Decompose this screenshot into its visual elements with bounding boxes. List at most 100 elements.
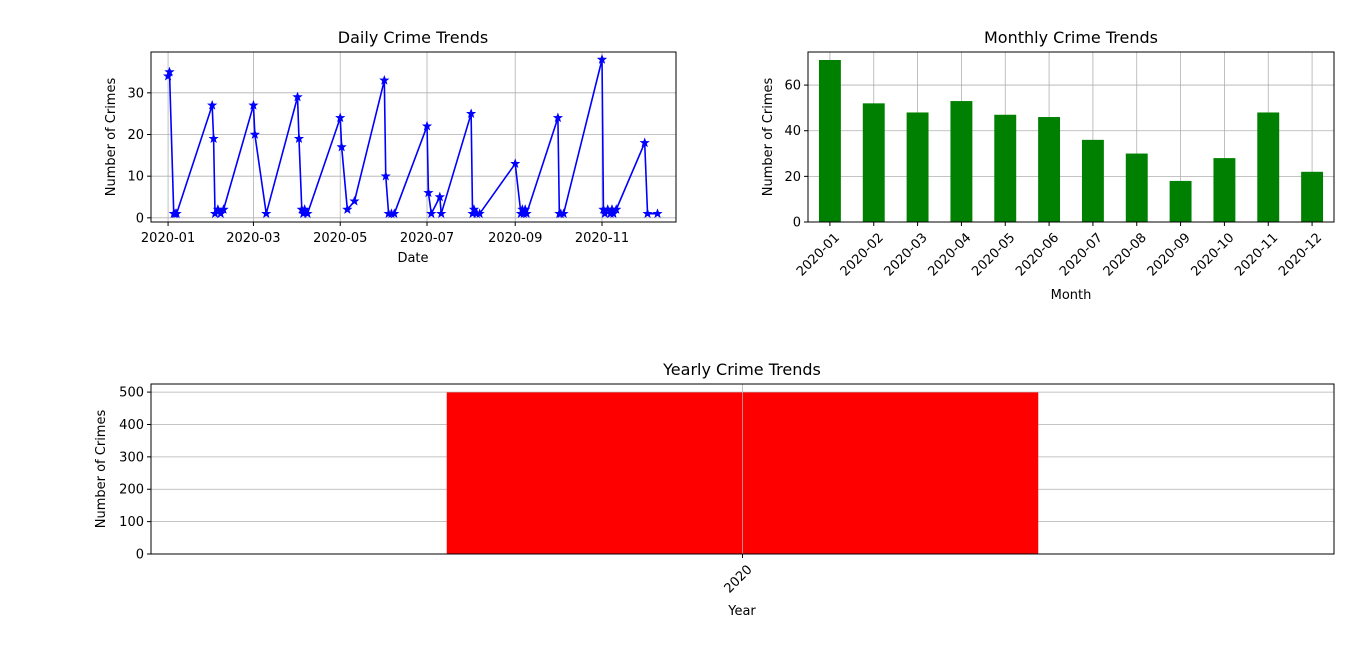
yearly-x-axis-label: Year [727,604,756,619]
monthly-chart-title: Monthly Crime Trends [984,28,1158,47]
daily-x-tick-label: 2020-07 [400,231,454,246]
daily-data-point [521,208,532,219]
yearly-chart: Yearly Crime Trends 0 100 200 300 400 500 2020… [94,360,1335,619]
daily-chart-title: Daily Crime Trends [338,28,488,47]
daily-y-tick-label: 20 [127,128,144,143]
daily-data-point [558,208,569,219]
daily-data-point [207,99,218,110]
monthly-x-tick-label: 2020-12 [1276,230,1325,279]
daily-data-point [421,120,433,131]
daily-data-point [261,208,272,219]
yearly-bars [446,384,1039,554]
monthly-bar [1213,158,1236,222]
daily-y-tick-label: 0 [136,211,144,226]
daily-data-point [342,204,353,214]
daily-x-tick-label: 2020-11 [575,231,629,246]
daily-data-point [379,74,390,85]
monthly-bar [1038,117,1061,222]
monthly-x-tick-label: 2020-10 [1188,230,1237,279]
daily-data-point [248,99,259,110]
yearly-y-tick-label: 400 [119,418,144,433]
monthly-bar [1125,153,1148,222]
daily-chart: Daily Crime Trends 2020-01 2020-03 2020-05… [104,28,677,266]
daily-data-point [434,191,445,202]
daily-data-point [293,133,305,144]
daily-x-tick-label: 2020-09 [488,231,542,246]
monthly-bar [1081,139,1104,222]
daily-data-point [611,204,622,214]
daily-data-point [389,208,400,219]
monthly-x-tick-label: 2020-03 [882,230,931,279]
daily-data-point [349,195,360,206]
monthly-bar [950,101,973,222]
daily-data-point [639,137,650,148]
daily-data-point [249,129,260,139]
yearly-y-tick-label: 300 [119,450,144,465]
monthly-gridlines [808,52,1334,223]
daily-data-point [642,208,653,219]
monthly-x-tick-label: 2020-11 [1232,230,1281,279]
monthly-bar [1257,112,1280,222]
daily-x-axis-label: Date [397,251,428,266]
monthly-x-tick-label: 2020-06 [1013,230,1062,279]
daily-data-point [520,204,531,214]
daily-data-point [423,187,434,198]
daily-data-point [299,204,310,214]
daily-data-point [510,158,521,169]
daily-data-point [171,208,182,219]
monthly-y-tick-label: 20 [784,170,801,185]
yearly-y-axis-label: Number of Crimes [94,410,109,529]
daily-data-point [218,204,229,214]
daily-data-point [552,112,564,123]
daily-data-point [164,66,175,77]
daily-data-point [596,54,608,64]
daily-series-line [167,58,658,215]
yearly-y-tick-label: 0 [136,548,144,563]
monthly-chart: Monthly Crime Trends 02040602020-012020-… [761,28,1335,303]
monthly-bar [818,59,841,223]
yearly-chart-title: Yearly Crime Trends [662,360,821,379]
daily-data-point [302,208,313,219]
monthly-y-axis-label: Number of Crimes [761,78,776,197]
daily-data-point [208,133,219,144]
yearly-x-tick-label: 2020 [722,562,756,596]
monthly-bar [906,112,929,222]
yearly-y-tick-label: 500 [119,386,144,401]
yearly-y-tick-label: 200 [119,483,144,498]
daily-data-point [466,108,477,119]
daily-data-point [436,208,447,219]
daily-y-tick-label: 10 [127,170,144,185]
monthly-bar [994,114,1017,222]
monthly-x-tick-label: 2020-09 [1145,230,1194,279]
daily-y-axis-label: Number of Crimes [104,78,119,197]
daily-x-tick-label: 2020-05 [313,231,367,246]
daily-data-point [335,112,346,123]
monthly-x-tick-label: 2020-04 [925,230,974,279]
monthly-x-tick-label: 2020-05 [969,230,1018,279]
daily-x-tick-label: 2020-03 [226,231,280,246]
daily-x-tick-label: 2020-01 [141,231,195,246]
monthly-plot-frame [807,51,1335,223]
daily-series [162,54,663,219]
daily-data-point [426,208,437,219]
daily-data-point [474,208,485,219]
daily-axes: 2020-01 2020-03 2020-05 2020-07 2020-09 2020-… [127,86,629,246]
monthly-y-tick-label: 0 [793,216,801,231]
daily-data-point [336,141,347,152]
daily-data-point [292,91,303,102]
monthly-y-tick-label: 60 [784,79,801,94]
daily-data-point [468,204,480,214]
monthly-x-axis-label: Month [1051,288,1092,303]
monthly-bars [818,59,1324,223]
monthly-bar [862,103,885,222]
yearly-y-tick-label: 100 [119,515,144,530]
monthly-x-tick-label: 2020-01 [794,230,843,279]
monthly-x-tick-label: 2020-02 [838,230,887,279]
monthly-y-tick-label: 40 [784,124,801,139]
monthly-bar [1301,171,1324,222]
daily-plot-frame [150,51,677,223]
monthly-x-tick-label: 2020-08 [1101,230,1150,279]
monthly-x-tick-label: 2020-07 [1057,230,1106,279]
daily-y-tick-label: 30 [127,86,144,101]
